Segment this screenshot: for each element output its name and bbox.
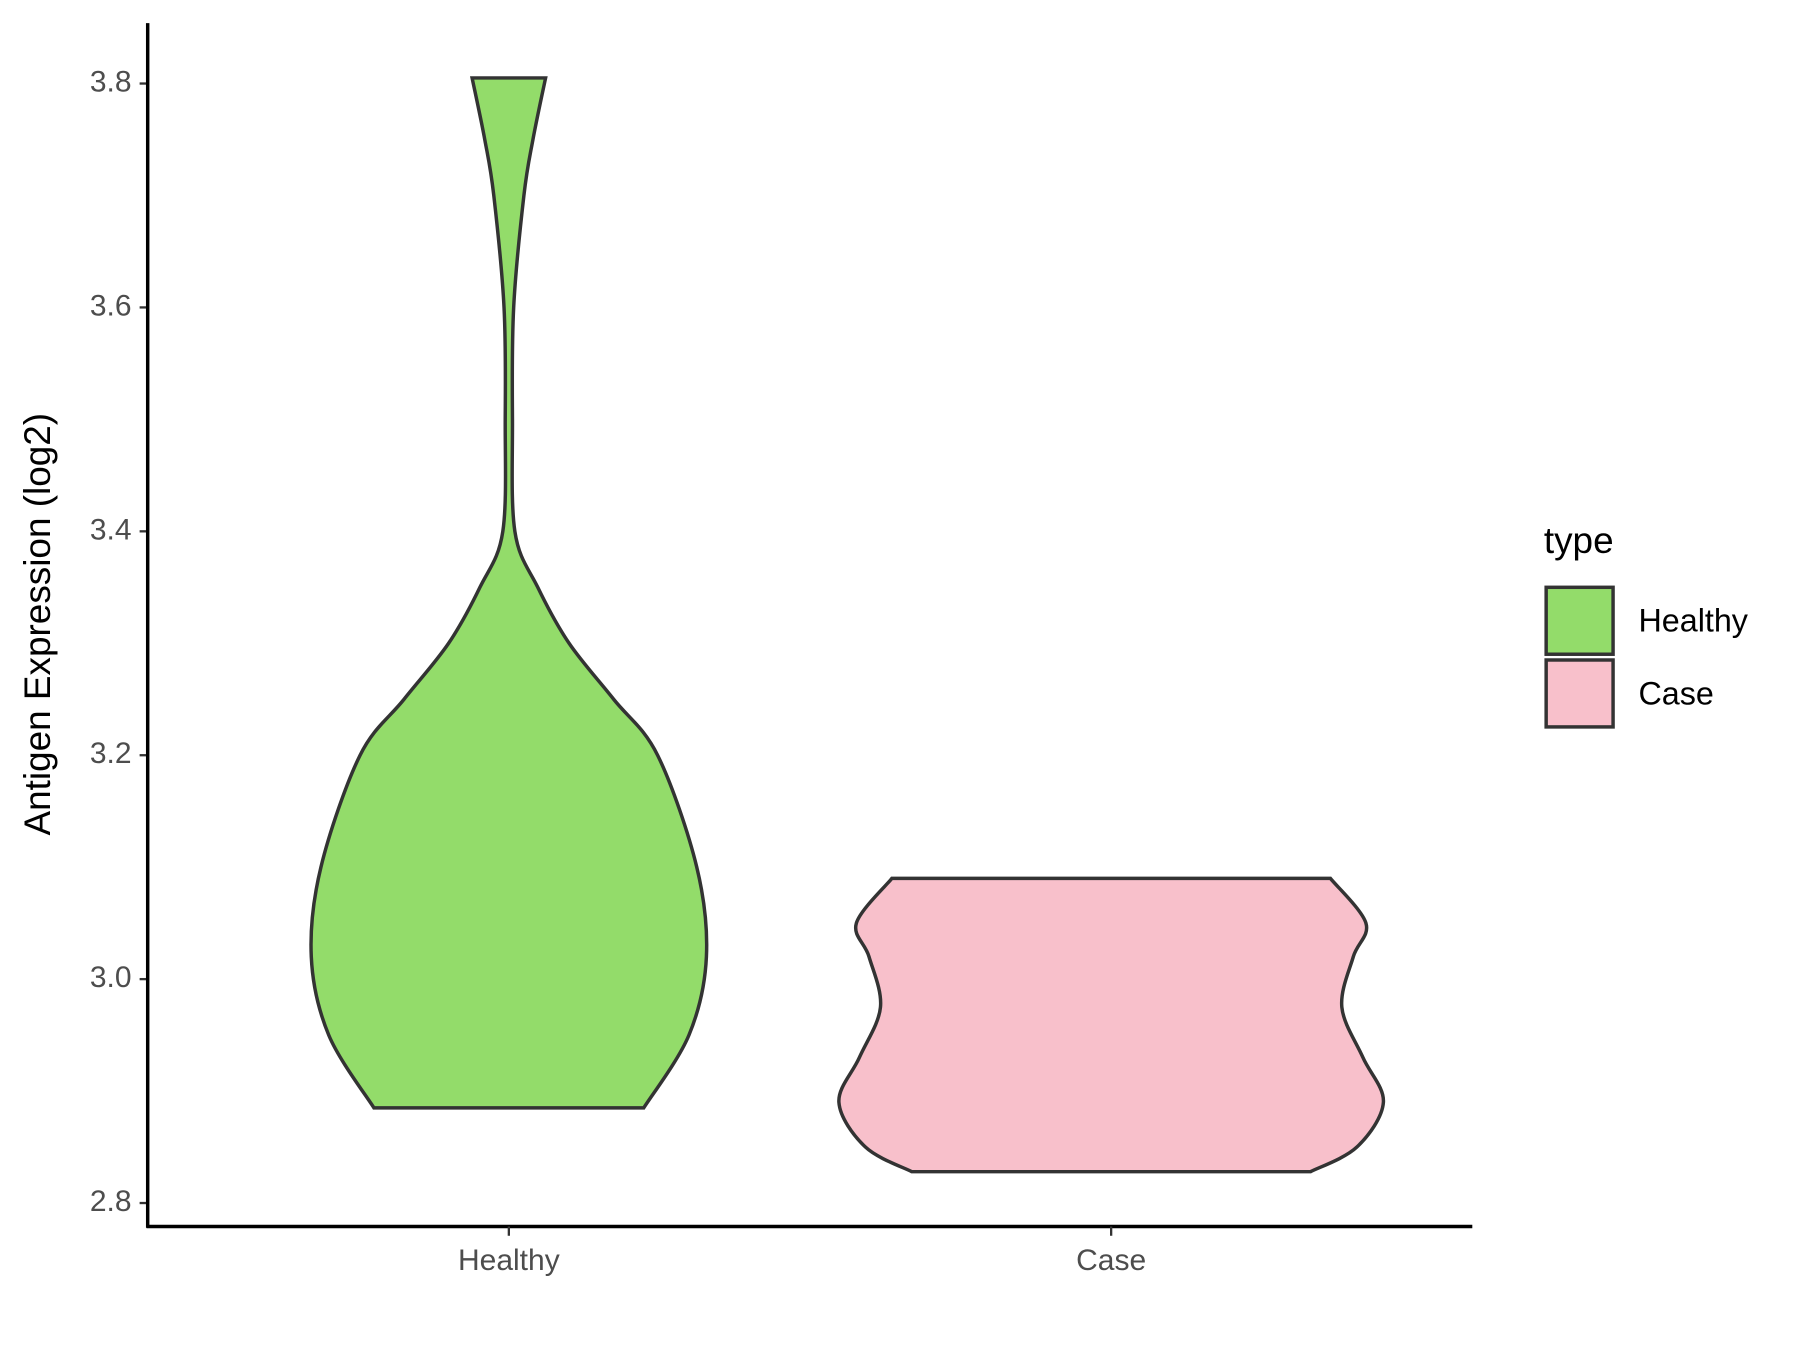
y-tick-label: 3.6 [90,289,132,322]
y-tick-label: 3.4 [90,513,132,546]
x-tick-label: Healthy [458,1244,560,1277]
y-axis-title: Antigen Expression (log2) [17,413,58,836]
y-tick-label: 3.8 [90,65,132,98]
y-tick-label: 2.8 [90,1185,132,1218]
x-tick-label: Case [1076,1244,1146,1277]
legend-key [1544,658,1615,729]
y-tick-label: 3.2 [90,737,132,770]
violin [837,876,1386,1174]
y-tick-label: 3.0 [90,961,132,994]
legend-label: Healthy [1638,603,1748,639]
legend-key [1544,585,1615,656]
legend-label: Case [1638,675,1713,711]
legend-title: type [1544,520,1614,561]
violin [309,76,709,1110]
